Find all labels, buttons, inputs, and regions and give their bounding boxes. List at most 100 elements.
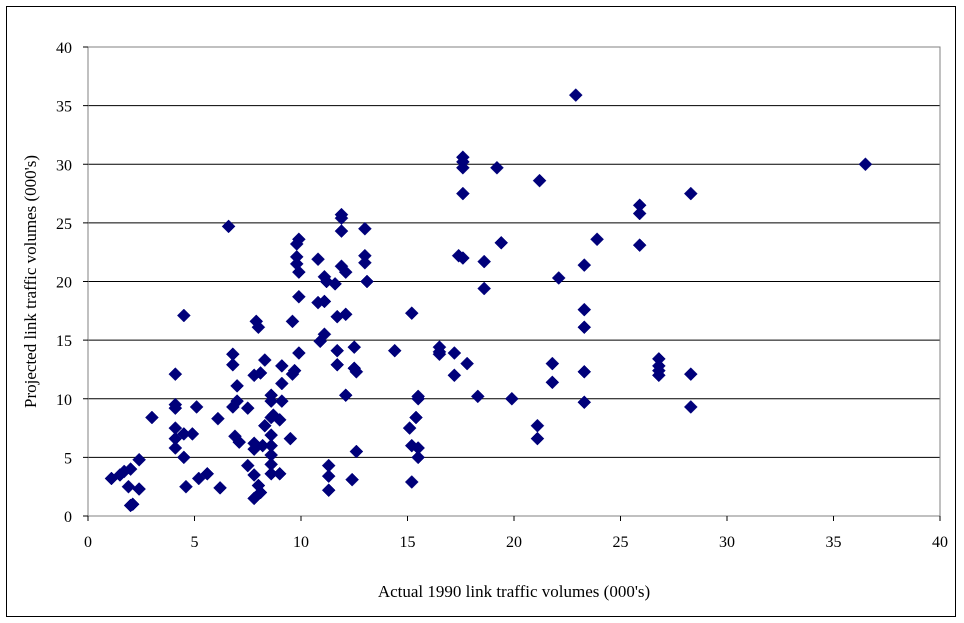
data-point: [328, 276, 342, 291]
data-point: [349, 364, 364, 379]
data-point: [330, 357, 345, 372]
data-point: [349, 444, 364, 459]
data-point: [402, 421, 417, 435]
data-point: [321, 483, 336, 498]
data-point: [360, 274, 374, 289]
data-point: [683, 186, 698, 201]
data-point: [494, 235, 509, 250]
data-point: [274, 394, 289, 408]
y-axis: 0 5 10 15 20 25 30 35 40: [56, 40, 88, 526]
gridlines: [87, 46, 940, 517]
data-points: [104, 88, 873, 513]
data-point: [232, 435, 247, 449]
y-tick-label: 30: [56, 157, 72, 174]
data-point: [211, 411, 225, 426]
data-point: [334, 224, 349, 238]
data-point: [283, 431, 298, 446]
data-point: [387, 343, 402, 358]
x-tick-label: 35: [826, 534, 842, 551]
data-point: [225, 357, 240, 372]
data-point: [317, 294, 332, 309]
data-point: [253, 366, 268, 380]
data-point: [577, 364, 592, 379]
data-point: [358, 221, 372, 236]
data-point: [683, 367, 698, 381]
data-point: [411, 389, 426, 404]
data-point: [132, 482, 146, 496]
data-point: [358, 255, 372, 270]
data-point: [577, 395, 592, 410]
data-point: [345, 472, 359, 487]
data-point: [274, 359, 289, 373]
data-point: [257, 418, 272, 433]
data-point: [317, 327, 332, 342]
data-point: [176, 308, 191, 323]
data-point: [264, 394, 279, 408]
data-point: [456, 186, 470, 201]
x-tick-label: 5: [191, 534, 199, 551]
data-point: [460, 356, 474, 371]
data-point: [577, 258, 592, 272]
y-axis-title: Projected link traffic volumes (000's): [21, 155, 40, 408]
chart-frame: [6, 6, 956, 617]
y-tick-label: 20: [56, 275, 72, 292]
data-point: [247, 468, 261, 482]
data-point: [272, 413, 287, 427]
data-point: [189, 400, 204, 414]
data-point: [168, 401, 183, 415]
data-point: [456, 251, 470, 265]
x-tick-label: 0: [84, 534, 92, 551]
data-point: [456, 160, 470, 175]
data-point: [530, 431, 545, 446]
x-tick-label: 15: [400, 534, 416, 551]
data-point: [123, 462, 138, 476]
x-tick-label: 40: [932, 534, 948, 551]
data-point: [505, 391, 519, 406]
data-point: [251, 320, 266, 335]
data-point: [274, 376, 289, 391]
data-point: [338, 307, 353, 322]
x-tick-label: 20: [506, 534, 522, 551]
data-point: [532, 173, 547, 188]
data-point: [179, 479, 193, 494]
data-point: [590, 232, 604, 247]
data-point: [185, 427, 200, 441]
data-point: [632, 238, 647, 253]
data-point: [230, 394, 244, 408]
data-point: [176, 450, 191, 465]
data-point: [338, 265, 353, 279]
data-point: [477, 254, 492, 269]
data-point: [651, 368, 666, 383]
data-point: [200, 466, 215, 481]
x-axis: 0 5 10 15 20 25 30 35 40: [84, 516, 948, 551]
data-point: [577, 302, 592, 317]
x-tick-label: 10: [293, 534, 309, 551]
x-tick-label: 30: [719, 534, 735, 551]
data-point: [409, 410, 423, 425]
data-point: [311, 252, 325, 267]
data-point: [330, 343, 345, 358]
data-point: [213, 481, 227, 495]
y-tick-label: 35: [56, 99, 72, 116]
data-point: [132, 452, 146, 467]
data-point: [123, 498, 138, 513]
data-point: [257, 353, 272, 367]
data-point: [683, 400, 698, 414]
data-point: [321, 469, 336, 483]
data-point: [145, 410, 159, 425]
data-point: [530, 418, 545, 433]
data-point: [577, 320, 592, 335]
y-tick-label: 40: [56, 40, 72, 57]
data-point: [292, 232, 306, 247]
data-point: [545, 375, 560, 390]
data-point: [568, 88, 583, 102]
data-point: [287, 363, 302, 378]
data-point: [470, 389, 485, 404]
y-tick-label: 15: [56, 333, 72, 350]
data-point: [338, 388, 353, 403]
x-axis-title: Actual 1990 link traffic volumes (000's): [378, 582, 650, 601]
data-point: [447, 368, 462, 383]
y-tick-label: 25: [56, 216, 72, 233]
data-point: [168, 367, 183, 381]
